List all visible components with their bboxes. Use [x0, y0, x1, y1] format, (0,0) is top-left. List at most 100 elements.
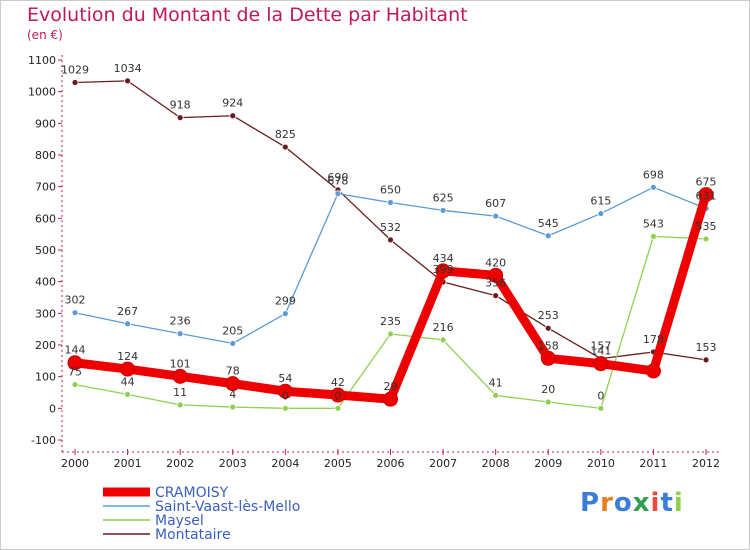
- data-point: [124, 390, 131, 398]
- x-tick-label: 2002: [166, 457, 194, 470]
- data-label: 675: [696, 176, 717, 189]
- legend-entry: CRAMOISY: [155, 485, 229, 501]
- x-tick-label: 2007: [429, 457, 457, 470]
- data-point: [650, 232, 657, 240]
- data-label: 302: [65, 294, 86, 307]
- data-point: [435, 263, 451, 279]
- x-tick-label: 2008: [482, 457, 510, 470]
- data-label: 434: [433, 252, 454, 265]
- data-point: [544, 324, 552, 332]
- data-label: 124: [117, 350, 138, 363]
- data-point: [330, 387, 346, 403]
- data-label: 690: [327, 171, 348, 184]
- data-point: [334, 190, 342, 198]
- data-point: [120, 361, 136, 377]
- data-label: 0: [334, 389, 341, 402]
- data-label: 158: [538, 339, 559, 352]
- data-point: [225, 376, 241, 392]
- data-label: 678: [327, 175, 348, 188]
- x-tick-label: 2003: [219, 457, 247, 470]
- y-tick-label: 500: [35, 244, 56, 257]
- data-label: 75: [68, 366, 82, 379]
- data-label: 157: [590, 340, 611, 353]
- data-label: 918: [170, 99, 191, 112]
- y-tick-label: 700: [35, 181, 56, 194]
- data-label: 236: [170, 315, 191, 328]
- data-label: 535: [696, 220, 717, 233]
- data-label: 44: [121, 375, 135, 388]
- data-point: [597, 404, 605, 412]
- axes: -100010020030040050060070080090010001100…: [28, 54, 722, 470]
- data-label: 0: [282, 389, 289, 402]
- y-tick-label: 400: [35, 276, 56, 289]
- data-label: 235: [380, 315, 401, 328]
- data-label: 78: [226, 365, 240, 378]
- data-label: 253: [538, 309, 559, 322]
- data-point: [277, 383, 293, 399]
- y-tick-label: -100: [31, 434, 56, 447]
- data-label: 54: [278, 372, 292, 385]
- legend-entry: Maysel: [155, 513, 204, 529]
- data-label: 4: [229, 388, 236, 401]
- data-point: [387, 236, 394, 244]
- data-label: 615: [590, 195, 611, 208]
- data-label: 41: [489, 376, 503, 389]
- data-point: [124, 77, 131, 85]
- data-label: 924: [222, 97, 243, 110]
- data-label: 267: [117, 305, 138, 318]
- data-point: [387, 330, 394, 338]
- y-tick-label: 100: [35, 371, 56, 384]
- x-tick-label: 2004: [271, 457, 299, 470]
- y-tick-label: 0: [49, 402, 56, 415]
- data-label: 650: [380, 184, 401, 197]
- y-tick-label: 900: [35, 117, 56, 130]
- y-tick-label: 1100: [28, 54, 56, 67]
- data-point: [650, 183, 657, 191]
- x-tick-label: 2001: [114, 457, 142, 470]
- x-tick-label: 2009: [534, 457, 562, 470]
- y-tick-label: 300: [35, 307, 56, 320]
- data-point: [698, 187, 714, 203]
- data-point: [176, 401, 184, 409]
- data-point: [492, 292, 500, 300]
- data-label: 420: [485, 256, 506, 269]
- data-point: [492, 212, 500, 220]
- data-point: [229, 403, 237, 411]
- data-label: 532: [380, 221, 401, 234]
- x-tick-label: 2000: [61, 457, 89, 470]
- data-label: 101: [170, 357, 191, 370]
- data-point: [540, 350, 556, 366]
- data-point: [71, 79, 79, 86]
- data-point: [281, 310, 289, 318]
- y-tick-label: 1000: [28, 86, 56, 99]
- data-label: 29: [384, 380, 398, 393]
- chart-title: Evolution du Montant de la Dette par Hab…: [27, 4, 468, 26]
- data-point: [334, 404, 342, 412]
- data-point: [71, 309, 79, 317]
- data-point: [387, 199, 394, 206]
- proxiti-logo: Proxiti: [580, 488, 684, 518]
- data-label: 0: [597, 389, 604, 402]
- chart-subtitle: (en €): [27, 28, 63, 42]
- legend-entry: Montataire: [155, 527, 231, 543]
- data-label: 607: [485, 197, 506, 210]
- data-label: 205: [222, 324, 243, 337]
- x-tick-label: 2010: [587, 457, 615, 470]
- y-tick-label: 800: [35, 149, 56, 162]
- data-label: 399: [433, 263, 454, 276]
- legend: CRAMOISYSaint-Vaast-lès-MelloMayselMonta…: [103, 485, 300, 543]
- data-point: [383, 391, 398, 407]
- x-tick-label: 2011: [639, 457, 667, 470]
- data-point: [176, 330, 184, 338]
- data-point: [439, 207, 447, 214]
- data-point: [544, 398, 552, 406]
- data-label: 1034: [114, 62, 142, 75]
- data-point: [544, 232, 552, 240]
- y-tick-label: 600: [35, 212, 56, 225]
- data-label: 631: [696, 190, 717, 203]
- data-label: 1029: [61, 63, 89, 76]
- data-point: [488, 267, 504, 283]
- data-label: 825: [275, 128, 296, 141]
- data-point: [439, 336, 447, 344]
- y-tick-label: 200: [35, 339, 56, 352]
